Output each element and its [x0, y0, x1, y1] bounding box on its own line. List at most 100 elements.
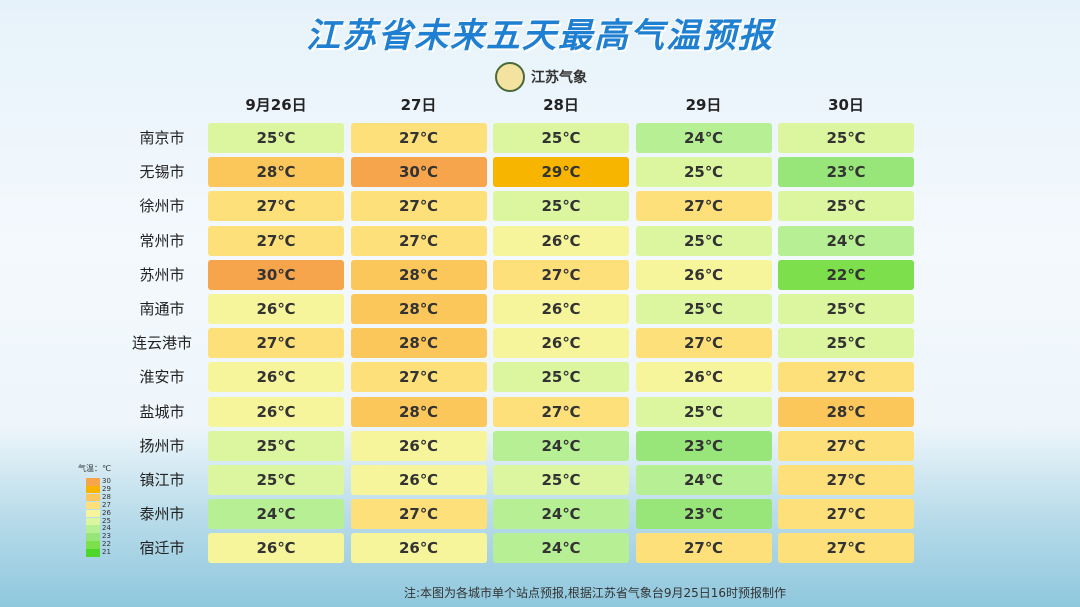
- temperature-cell: 27℃: [493, 259, 629, 290]
- temperature-cell: 25℃: [493, 465, 629, 495]
- temperature-cell: 26℃: [350, 465, 487, 495]
- temperature-cell: 24℃: [493, 499, 629, 530]
- legend-swatch: [86, 533, 100, 541]
- temperature-cell: 25℃: [778, 328, 914, 359]
- city-label: 苏州市: [139, 265, 185, 284]
- footer-note: 注:本图为各城市单个站点预报,根据江苏省气象台9月25日16时预报制作: [403, 586, 787, 600]
- city-label: 徐州市: [139, 197, 185, 216]
- temperature-cell: 27℃: [350, 362, 487, 393]
- temperature-cell: 26℃: [208, 362, 344, 393]
- logo: 江苏气象: [495, 62, 587, 92]
- temperature-cell: 25℃: [635, 157, 772, 188]
- temperature-cell: 25℃: [208, 465, 344, 495]
- legend-swatch: [86, 493, 100, 502]
- city-label: 扬州市: [139, 436, 185, 455]
- temperature-cell: 28℃: [350, 396, 487, 427]
- temperature-cell: 25℃: [208, 430, 344, 461]
- city-label: 连云港市: [131, 334, 192, 353]
- temperature-cell: 24℃: [493, 430, 629, 461]
- temperature-cell: 27℃: [208, 328, 344, 359]
- legend-swatch: [86, 541, 100, 549]
- temperature-cell: 27℃: [350, 123, 487, 153]
- legend-swatch: [86, 509, 100, 518]
- temperature-cell: 26℃: [350, 533, 487, 564]
- temperature-cell: 27℃: [635, 533, 772, 564]
- city-label: 淮安市: [139, 368, 185, 387]
- legend-label: 30: [102, 477, 111, 485]
- legend-swatch: [86, 525, 100, 533]
- legend-label: 23: [102, 532, 111, 541]
- temperature-cell: 28℃: [350, 328, 487, 359]
- temperature-cell: 24℃: [635, 465, 772, 495]
- temperature-cell: 25℃: [493, 362, 629, 393]
- temperature-cell: 28℃: [350, 294, 487, 324]
- temperature-cell: 26℃: [208, 396, 344, 427]
- temperature-cell: 25℃: [635, 225, 772, 256]
- temperature-cell: 30℃: [350, 157, 487, 188]
- legend-label: 25: [102, 516, 111, 525]
- city-label: 南通市: [139, 300, 185, 318]
- city-label: 镇江市: [139, 471, 185, 489]
- temperature-cell: 24℃: [493, 533, 629, 564]
- temperature-cell: 27℃: [635, 191, 772, 222]
- legend-swatch: [86, 501, 100, 510]
- temperature-cell: 27℃: [778, 465, 914, 495]
- logo-text: 江苏气象: [531, 70, 587, 86]
- temperature-cell: 28℃: [350, 259, 487, 290]
- temperature-cell: 27℃: [778, 499, 914, 530]
- temperature-cell: 25℃: [635, 294, 772, 324]
- temperature-cell: 27℃: [208, 191, 344, 222]
- temperature-cell: 27℃: [778, 430, 914, 461]
- temperature-cell: 26℃: [635, 362, 772, 393]
- temperature-cell: 26℃: [208, 294, 344, 324]
- temperature-cell: 26℃: [350, 430, 487, 461]
- legend-label: 29: [102, 484, 111, 493]
- temperature-cell: 27℃: [778, 533, 914, 564]
- temperature-cell: 26℃: [208, 533, 344, 564]
- temperature-cell: 22℃: [778, 259, 914, 290]
- city-label: 无锡市: [139, 163, 185, 182]
- legend-swatch: [86, 549, 100, 557]
- temperature-cell: 26℃: [493, 225, 629, 256]
- temperature-cell: 25℃: [778, 294, 914, 324]
- temperature-cell: 23℃: [778, 157, 914, 188]
- city-label: 盐城市: [139, 402, 185, 421]
- city-label: 宿迁市: [139, 539, 185, 558]
- temperature-cell: 30℃: [208, 259, 344, 290]
- legend-swatch: [86, 485, 100, 494]
- city-label: 常州市: [139, 231, 185, 250]
- temperature-cell: 25℃: [778, 191, 914, 222]
- temperature-cell: 24℃: [635, 123, 772, 153]
- legend-label: 28: [102, 492, 111, 501]
- temperature-cell: 26℃: [635, 259, 772, 290]
- title: 江苏省未来五天最高气温预报: [306, 16, 774, 56]
- temperature-cell: 27℃: [350, 499, 487, 530]
- legend-label: 22: [102, 540, 111, 549]
- temperature-cell: 27℃: [493, 396, 629, 427]
- city-label: 南京市: [139, 129, 185, 147]
- temperature-cell: 24℃: [208, 499, 344, 530]
- legend-swatch: [86, 478, 100, 486]
- temperature-cell: 25℃: [208, 123, 344, 153]
- column-header: 27日: [400, 96, 437, 114]
- temperature-cell: 27℃: [350, 225, 487, 256]
- temperature-cell: 25℃: [493, 123, 629, 153]
- temperature-cell: 26℃: [493, 294, 629, 324]
- column-header: 28日: [543, 96, 579, 114]
- temperature-cell: 25℃: [635, 396, 772, 427]
- temperature-cell: 28℃: [208, 157, 344, 188]
- temperature-cell: 23℃: [635, 430, 772, 461]
- temperature-cell: 27℃: [635, 328, 772, 359]
- column-header: 30日: [828, 96, 864, 114]
- temperature-cell: 24℃: [778, 225, 914, 256]
- temperature-cell: 28℃: [778, 396, 914, 427]
- temperature-cell: 26℃: [493, 328, 629, 359]
- legend-label: 21: [102, 548, 111, 557]
- temperature-cell: 27℃: [350, 191, 487, 222]
- temperature-cell: 27℃: [778, 362, 914, 393]
- legend-label: 24: [102, 524, 111, 533]
- legend-title: 气温：℃: [78, 464, 111, 473]
- temperature-cell: 23℃: [635, 499, 772, 530]
- legend-label: 26: [102, 508, 111, 517]
